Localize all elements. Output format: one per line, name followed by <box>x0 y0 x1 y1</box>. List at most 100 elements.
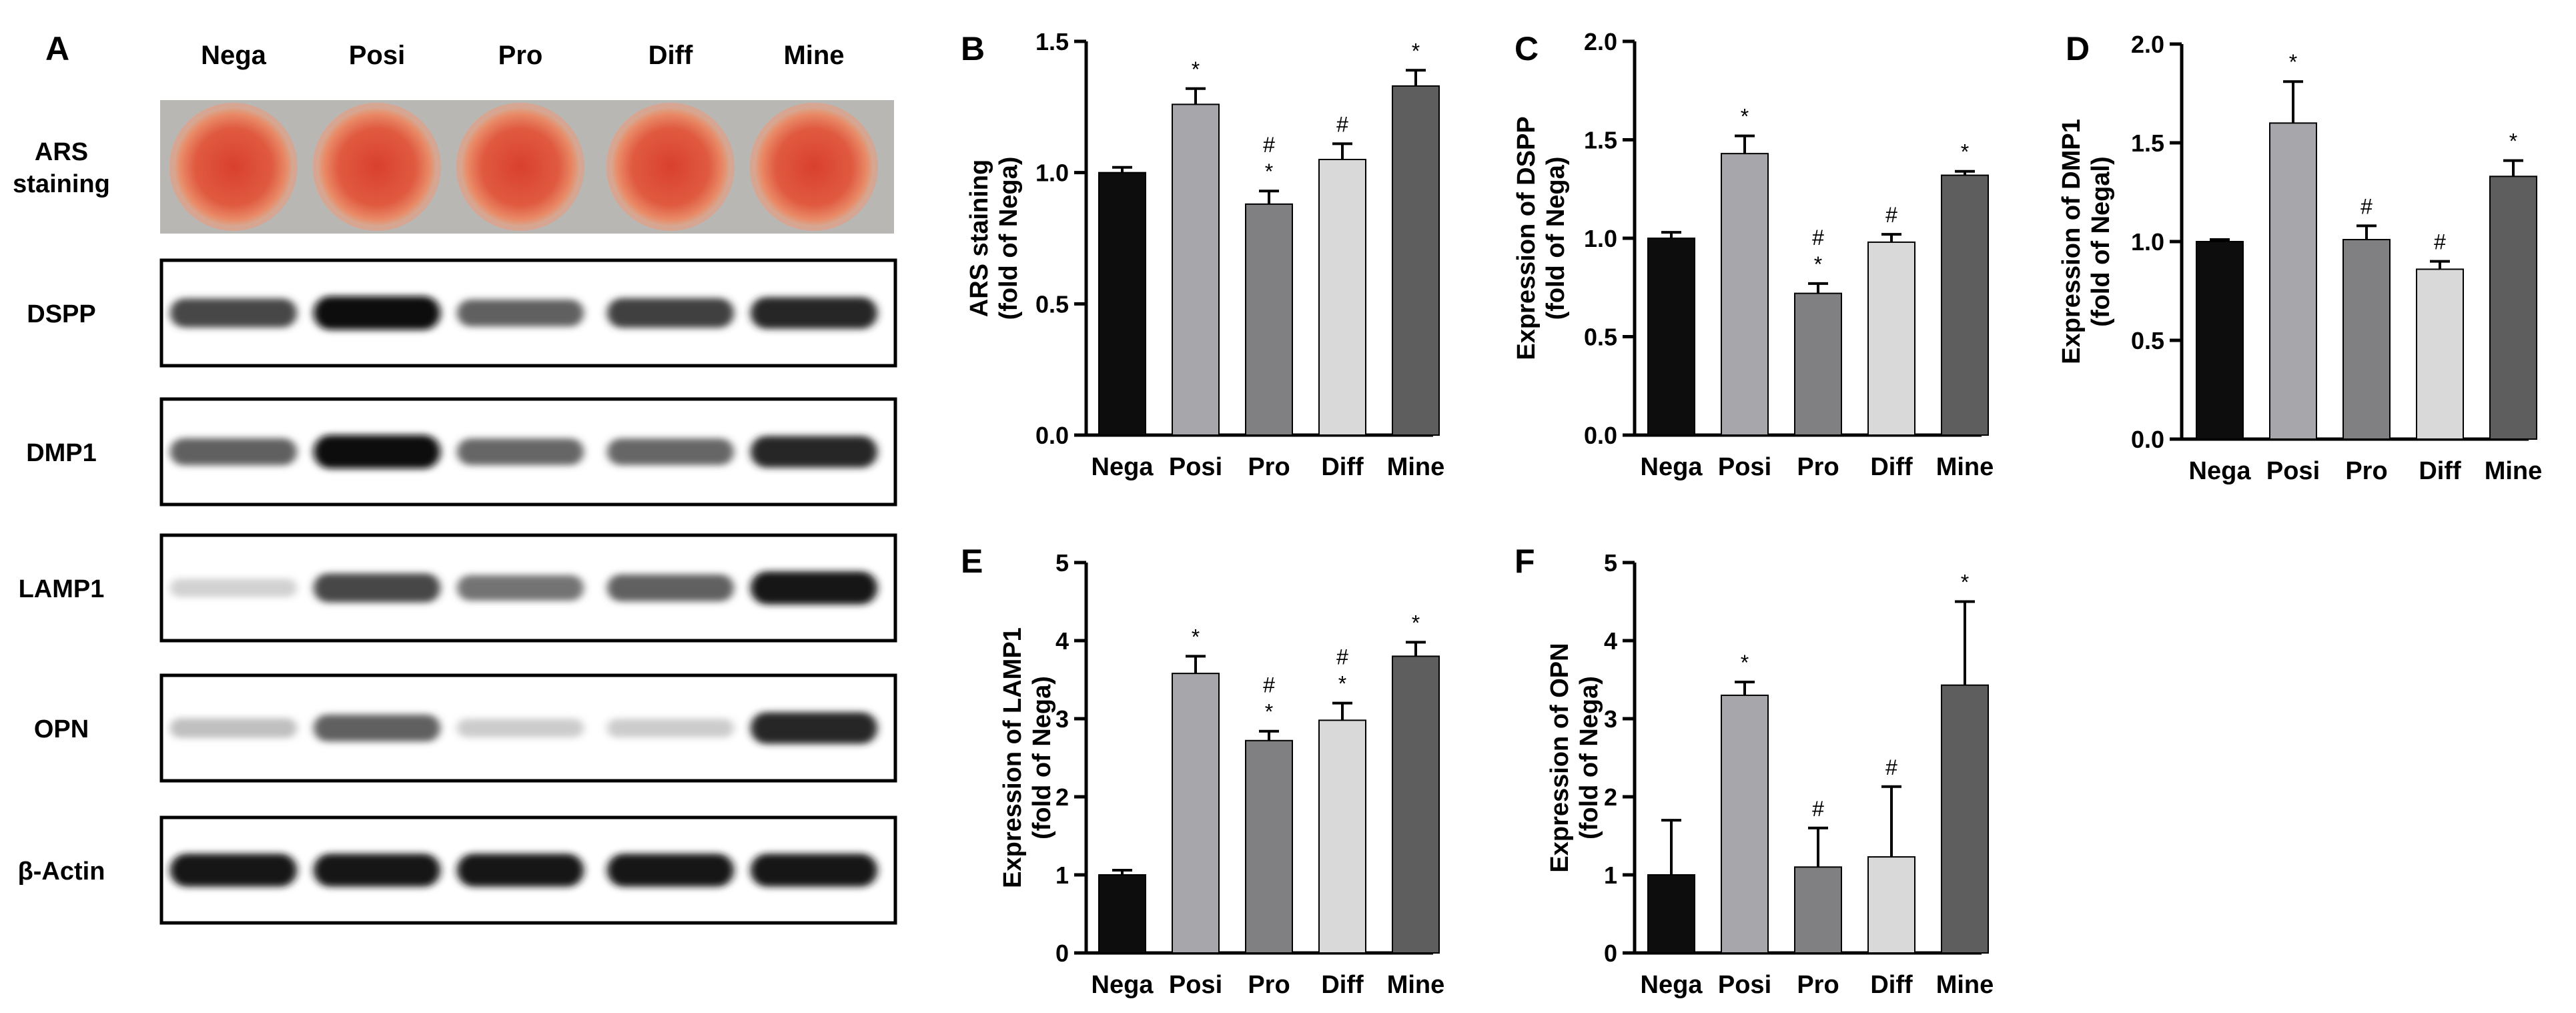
x-tick-label: Mine <box>1387 453 1445 481</box>
panel-label: B <box>961 30 985 67</box>
row-label: ARS <box>35 138 88 166</box>
y-tick-label: 1.0 <box>1584 225 1617 252</box>
y-axis-label-line: Expression of OPN <box>1546 643 1574 872</box>
y-tick-label: 1.0 <box>2131 228 2164 256</box>
significance-marker: # <box>1812 797 1824 821</box>
x-tick-label: Nega <box>1092 453 1154 481</box>
significance-marker: * <box>1338 672 1346 696</box>
blot-band <box>751 571 877 605</box>
y-tick-label: 4 <box>1055 627 1069 655</box>
y-tick-label: 0.5 <box>2131 327 2164 354</box>
column-header: Pro <box>498 41 543 70</box>
column-headers: Nega Posi Pro Diff Mine <box>201 41 844 70</box>
y-tick-label: 0.5 <box>1035 290 1069 318</box>
bar-nega <box>1647 238 1695 436</box>
bar-pro <box>1794 292 1842 436</box>
y-axis-label-line: ARS staining <box>965 159 993 317</box>
y-axis-label-line: Expression of DMP1 <box>2058 119 2086 364</box>
y-axis-label-line: (fold of Nega) <box>1575 676 1603 839</box>
ars-well <box>175 108 292 226</box>
panel-label: C <box>1515 30 1539 67</box>
chart-panel-e: E 0 1 2 3 4 5 Expression of LAMP1 (fold of Nega)… <box>961 543 1444 999</box>
blot-band <box>170 298 297 328</box>
row-label: OPN <box>34 715 89 743</box>
bar-pro <box>2342 239 2391 440</box>
column-header: Nega <box>201 41 267 70</box>
y-axis-label: Expression of LAMP1 (fold of Nega) <box>999 627 1056 888</box>
y-axis-label-line: (fold of Nega) <box>1542 157 1570 320</box>
blot-band <box>607 438 734 465</box>
bar-diff <box>1318 159 1366 436</box>
significance-marker: * <box>1412 611 1420 635</box>
bar-posi <box>1721 694 1769 954</box>
significance-marker: * <box>1265 700 1273 724</box>
blot-band <box>170 854 297 887</box>
y-tick-label: 1.5 <box>1035 28 1069 55</box>
y-tick-label: 4 <box>1604 627 1617 655</box>
bar-posi <box>2269 122 2317 440</box>
significance-marker: # <box>2360 194 2373 218</box>
significance-marker: # <box>1812 226 1824 250</box>
bar-posi <box>1172 673 1220 954</box>
bar-posi <box>1721 153 1769 436</box>
blot-band <box>607 298 734 328</box>
y-axis-label: ARS staining (fold of Nega) <box>965 157 1023 320</box>
significance-marker: # <box>1263 133 1275 157</box>
bar-mine <box>1392 85 1440 436</box>
bar-diff <box>1867 856 1915 954</box>
y-axis-label: Expression of DSPP (fold of Nega) <box>1513 116 1570 360</box>
y-tick-label: 0 <box>1604 940 1617 967</box>
chart-panel-b: B 0.0 0.5 1.0 1.5 ARS staining (fold of Nega) N… <box>961 28 1444 481</box>
x-tick-label: Posi <box>1718 453 1771 481</box>
y-tick-label: 2.0 <box>2131 31 2164 58</box>
significance-marker: * <box>1961 140 1969 164</box>
y-tick-label: 1 <box>1055 862 1069 889</box>
x-tick-label: Pro <box>1797 971 1839 999</box>
y-tick-label: 3 <box>1055 705 1069 733</box>
x-tick-label: Pro <box>1797 453 1839 481</box>
y-tick-label: 0.5 <box>1584 324 1617 351</box>
blot-band <box>314 714 440 742</box>
blot-band <box>607 574 734 602</box>
blot-band <box>314 573 440 603</box>
x-tick-label: Nega <box>1641 453 1703 481</box>
x-tick-label: Pro <box>2345 457 2387 485</box>
y-tick-label: 1.5 <box>2131 129 2164 157</box>
x-tick-label: Pro <box>1248 971 1290 999</box>
bar-diff <box>2416 268 2464 440</box>
significance-marker: * <box>1412 39 1420 63</box>
y-tick-label: 0.0 <box>2131 426 2164 453</box>
bar-mine <box>1392 655 1440 954</box>
significance-marker: * <box>1741 651 1749 675</box>
panel-label: E <box>961 543 983 580</box>
chart-panel-f: F 0 1 2 3 4 5 Expression of OPN (fold of Nega) Ne… <box>1515 543 1994 999</box>
y-axis-label-line: (fold of Nega) <box>995 157 1023 320</box>
blot-band <box>170 438 297 466</box>
x-tick-label: Diff <box>1870 971 1913 999</box>
x-tick-label: Pro <box>1248 453 1290 481</box>
bar-mine <box>1941 174 1989 436</box>
row-label: LAMP1 <box>19 575 105 603</box>
y-axis-label: Expression of DMP1 (fold of Negal) <box>2058 119 2115 364</box>
y-axis-label: Expression of OPN (fold of Nega) <box>1546 643 1603 872</box>
x-tick-label: Mine <box>1387 971 1445 999</box>
x-tick-label: Nega <box>2189 457 2252 485</box>
blot-strips <box>159 100 897 925</box>
panel-label: F <box>1515 543 1535 580</box>
bar-mine <box>1941 684 1989 954</box>
blot-band <box>751 712 877 744</box>
x-tick-label: Diff <box>1321 971 1364 999</box>
x-tick-label: Mine <box>2485 457 2543 485</box>
y-axis-label-line: (fold of Negal) <box>2087 156 2115 326</box>
blot-band <box>751 297 877 329</box>
bar-mine <box>2489 176 2537 440</box>
y-axis-label-line: Expression of LAMP1 <box>999 627 1027 888</box>
x-tick-label: Mine <box>1936 971 1994 999</box>
blot-band <box>751 436 877 468</box>
blot-band <box>607 854 734 887</box>
bar-nega <box>2196 241 2244 440</box>
bar-nega <box>1098 874 1146 954</box>
y-tick-label: 0.0 <box>1584 422 1617 449</box>
row-label: DMP1 <box>26 439 97 467</box>
